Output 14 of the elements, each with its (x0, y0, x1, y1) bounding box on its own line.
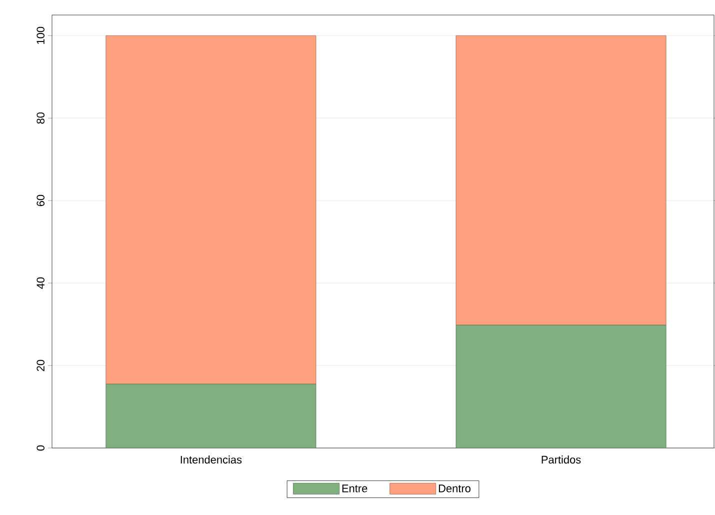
y-tick-label: 40 (36, 277, 44, 289)
bar (106, 35, 316, 384)
x-tick-label: Partidos (542, 456, 581, 464)
legend-label: Dentro (438, 484, 470, 492)
bar (456, 35, 666, 326)
y-tick-label: 20 (36, 360, 44, 372)
legend-label: Entre (342, 484, 368, 492)
x-tick-label: Intendencias (180, 456, 242, 464)
y-tick-label: 80 (36, 112, 44, 124)
bar (106, 384, 316, 448)
y-tick-label: 100 (36, 26, 44, 44)
y-tick-label: 60 (36, 194, 44, 206)
bar (456, 324, 666, 448)
y-tick-label: 0 (36, 445, 44, 451)
